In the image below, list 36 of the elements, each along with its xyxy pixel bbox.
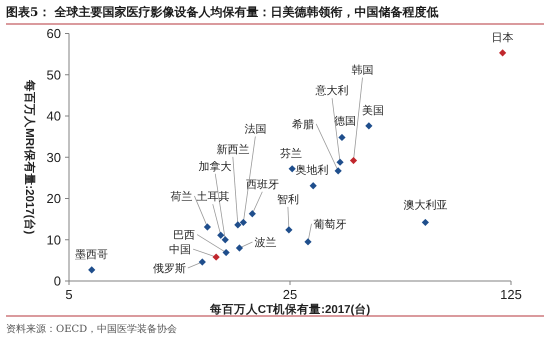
y-tick-label: 10	[46, 232, 61, 248]
annotation: 奥地利	[296, 164, 329, 177]
x-axis-title: 每百万人CT机保有量:2017(台)	[208, 302, 370, 316]
annotation: 荷兰	[170, 190, 192, 203]
annotation: 波兰	[254, 236, 276, 249]
annotation: 新西兰	[216, 142, 250, 156]
annotation: 美国	[362, 104, 384, 117]
y-tick-label: 30	[46, 150, 61, 165]
annotation: 智利	[276, 192, 299, 206]
y-tick-label: 20	[46, 191, 61, 206]
text: 资料来源：OECD，中国医学装备协会	[6, 323, 178, 335]
annotation: 葡萄牙	[313, 218, 346, 231]
annotation: 中国	[169, 243, 192, 256]
annotation: 澳大利亚	[403, 198, 448, 212]
annotation: 俄罗斯	[152, 262, 186, 276]
x-tick-label: 25	[282, 287, 298, 302]
y-tick-label: 50	[46, 67, 61, 82]
y-tick-label: 60	[46, 26, 61, 41]
annotation: 法国	[244, 122, 266, 136]
y-tick-label: 0	[54, 274, 61, 288]
y-tick-label: 40	[46, 108, 61, 124]
annotation: 巴西	[173, 228, 196, 242]
annotation: 墨西哥	[75, 248, 108, 261]
annotation: 希腊	[292, 118, 314, 131]
annotation: 西班牙	[246, 178, 279, 191]
x-tick-label: 125	[500, 287, 522, 302]
annotation: 意大利	[314, 84, 349, 98]
annotation: 芬兰	[280, 146, 302, 160]
annotation: 加拿大	[198, 160, 232, 173]
chart-title: 图表5： 全球主要国家医疗影像设备人均保有量：日美德韩领衔，中国储备程度低	[6, 5, 439, 19]
annotation: 土耳其	[196, 190, 230, 204]
annotation: 韩国	[352, 64, 374, 77]
annotation: 日本	[492, 30, 514, 44]
x-tick-label: 5	[65, 287, 73, 302]
y-axis-title: 每百万人MRI保有量:2017(台)	[23, 79, 37, 234]
annotation: 德国	[334, 114, 356, 128]
